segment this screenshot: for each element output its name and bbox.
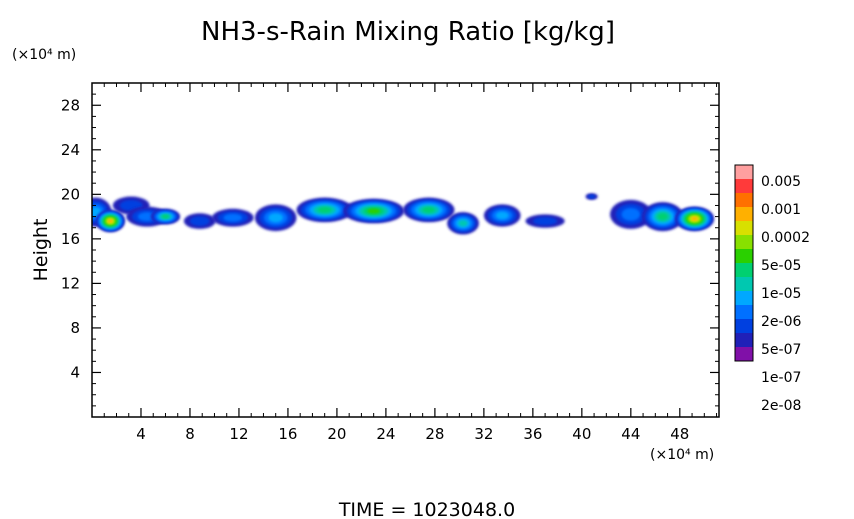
x-tick-label: 48 bbox=[670, 425, 689, 443]
colorbar: 0.005 0.001 0.0002 5e-05 1e-05 2e-06 5e-07 1e-0… bbox=[734, 164, 810, 414]
y-unit-label: (×10⁴ m) bbox=[12, 47, 76, 63]
heatmap-cell bbox=[268, 213, 283, 223]
heatmap-cell bbox=[495, 211, 509, 220]
x-tick-label: 4 bbox=[136, 425, 146, 443]
x-tick-label: 20 bbox=[327, 425, 346, 443]
colorbar-swatch bbox=[735, 193, 753, 207]
colorbar-label: 5e-05 bbox=[761, 258, 801, 274]
colorbar-swatch bbox=[735, 263, 753, 277]
x-tick-label: 8 bbox=[185, 425, 195, 443]
x-tick-label: 12 bbox=[229, 425, 248, 443]
chart-title: NH3-s-Rain Mixing Ratio [kg/kg] bbox=[201, 17, 615, 47]
y-tick-label: 20 bbox=[61, 185, 80, 203]
colorbar-swatch bbox=[735, 305, 753, 319]
heatmap-cell bbox=[223, 213, 243, 222]
colorbar-label: 1e-07 bbox=[761, 370, 801, 386]
colorbar-swatch bbox=[735, 249, 753, 263]
x-tick-label: 36 bbox=[523, 425, 542, 443]
x-tick-label: 16 bbox=[278, 425, 297, 443]
heatmap-cell bbox=[621, 207, 641, 221]
y-tick-label: 4 bbox=[70, 363, 80, 381]
y-tick-label: 12 bbox=[61, 274, 80, 292]
heatmap-cell bbox=[422, 206, 436, 213]
x-unit-label: (×10⁴ m) bbox=[650, 447, 714, 463]
colorbar-label: 5e-07 bbox=[761, 342, 801, 358]
x-tick-label: 24 bbox=[376, 425, 395, 443]
heatmap-cell bbox=[458, 220, 468, 227]
x-tick-label: 28 bbox=[425, 425, 444, 443]
y-tick-label: 8 bbox=[70, 319, 80, 337]
heatmap-cell bbox=[587, 194, 596, 199]
colorbar-swatch bbox=[735, 207, 753, 221]
y-axis-label: Height bbox=[30, 219, 52, 282]
heatmap-cell bbox=[691, 216, 698, 221]
heatmap-cell bbox=[317, 206, 332, 213]
colorbar-swatch bbox=[735, 277, 753, 291]
colorbar-swatch bbox=[735, 179, 753, 193]
heatmap-cell bbox=[533, 216, 558, 226]
colorbar-swatch bbox=[735, 319, 753, 333]
heatmap-cell bbox=[367, 208, 381, 214]
colorbar-label: 2e-06 bbox=[761, 314, 801, 330]
colorbar-label: 0.0002 bbox=[761, 230, 810, 246]
colorbar-swatch bbox=[735, 333, 753, 347]
colorbar-label: 0.001 bbox=[761, 202, 801, 218]
colorbar-label: 1e-05 bbox=[761, 286, 801, 302]
colorbar-swatch bbox=[735, 347, 753, 361]
x-tick-label: 32 bbox=[474, 425, 493, 443]
plot-frame bbox=[91, 82, 720, 418]
colorbar-swatch bbox=[735, 235, 753, 249]
colorbar-swatch bbox=[735, 165, 753, 179]
heatmap-cell bbox=[161, 214, 170, 219]
colorbar-swatch bbox=[735, 221, 753, 235]
y-tick-label: 16 bbox=[61, 230, 80, 248]
plot-area bbox=[92, 193, 715, 235]
x-tick-label: 44 bbox=[621, 425, 640, 443]
colorbar-label: 0.005 bbox=[761, 174, 801, 190]
y-tick-label: 24 bbox=[61, 141, 80, 159]
colorbar-swatch bbox=[735, 291, 753, 305]
y-tick-label: 28 bbox=[61, 96, 80, 114]
colorbar-label: 2e-08 bbox=[761, 398, 801, 414]
time-label: TIME = 1023048.0 bbox=[338, 499, 515, 519]
heatmap-cell bbox=[657, 213, 668, 221]
x-tick-label: 40 bbox=[572, 425, 591, 443]
heatmap-cell bbox=[189, 216, 210, 226]
colorbar-frame bbox=[734, 164, 754, 362]
heatmap-cell bbox=[108, 219, 113, 223]
